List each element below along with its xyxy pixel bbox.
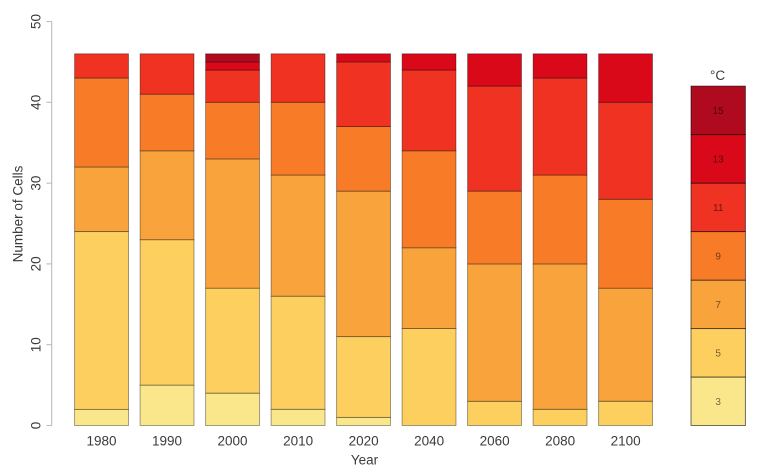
svg-text:2080: 2080 bbox=[545, 434, 575, 449]
svg-text:11: 11 bbox=[713, 203, 724, 214]
svg-text:40: 40 bbox=[28, 95, 43, 110]
svg-text:1990: 1990 bbox=[152, 434, 182, 449]
svg-text:1980: 1980 bbox=[86, 434, 116, 449]
svg-text:0: 0 bbox=[28, 422, 43, 430]
svg-text:10: 10 bbox=[28, 337, 43, 352]
svg-text:3: 3 bbox=[715, 397, 721, 408]
svg-text:Number of Cells: Number of Cells bbox=[11, 165, 26, 262]
svg-text:5: 5 bbox=[715, 348, 721, 359]
svg-text:2020: 2020 bbox=[349, 434, 379, 449]
svg-text:50: 50 bbox=[28, 14, 43, 29]
svg-text:30: 30 bbox=[28, 176, 43, 191]
svg-text:13: 13 bbox=[713, 154, 725, 165]
svg-text:2010: 2010 bbox=[283, 434, 313, 449]
svg-text:7: 7 bbox=[715, 300, 721, 311]
svg-text:20: 20 bbox=[28, 256, 43, 271]
svg-text:°C: °C bbox=[710, 68, 725, 83]
svg-text:Year: Year bbox=[351, 453, 379, 468]
svg-text:2100: 2100 bbox=[611, 434, 641, 449]
svg-text:2060: 2060 bbox=[480, 434, 510, 449]
svg-text:2000: 2000 bbox=[217, 434, 247, 449]
svg-text:2040: 2040 bbox=[414, 434, 444, 449]
svg-text:9: 9 bbox=[715, 251, 721, 262]
svg-text:15: 15 bbox=[713, 106, 725, 117]
